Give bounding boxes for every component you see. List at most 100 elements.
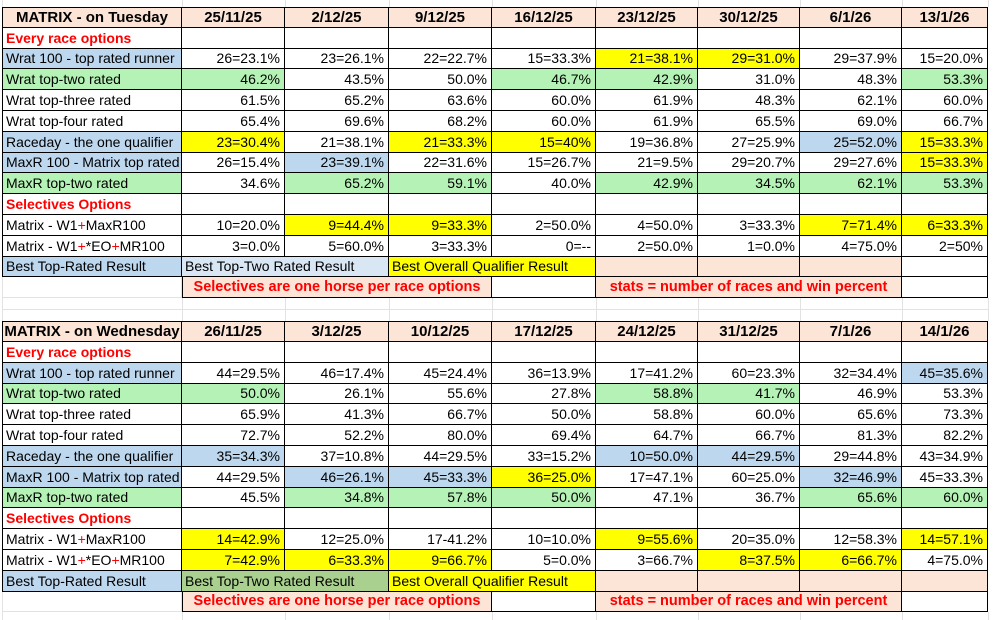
banner-tail-cell[interactable]: [902, 591, 988, 613]
row-label[interactable]: Wrat top-two rated: [2, 69, 182, 91]
row-label[interactable]: Wrat 100 - top rated runner: [2, 362, 182, 384]
value-cell[interactable]: 36.7%: [698, 487, 800, 509]
value-cell[interactable]: 53.3%: [902, 383, 988, 405]
value-cell[interactable]: 72.7%: [182, 425, 285, 446]
row-label[interactable]: Raceday - the one qualifier: [2, 131, 182, 153]
value-cell[interactable]: 58.8%: [596, 404, 698, 426]
value-cell[interactable]: 34.6%: [182, 173, 285, 195]
date-header[interactable]: 17/12/25: [492, 321, 596, 342]
date-header[interactable]: 14/1/26: [902, 321, 988, 342]
value-cell[interactable]: 45=35.6%: [902, 362, 988, 384]
value-cell[interactable]: 5=60.0%: [285, 235, 389, 257]
empty-cell[interactable]: [492, 27, 596, 49]
value-cell[interactable]: 6=33.3%: [285, 549, 389, 571]
empty-cell[interactable]: [698, 508, 800, 530]
value-cell[interactable]: 7=42.9%: [182, 549, 285, 571]
section-label[interactable]: Selectives Options: [2, 508, 182, 530]
value-cell[interactable]: 22=31.6%: [389, 152, 492, 174]
value-cell[interactable]: 3=66.7%: [596, 549, 698, 571]
value-cell[interactable]: 41.3%: [285, 404, 389, 426]
row-label[interactable]: Matrix - W1 + *EO + MR100: [2, 549, 182, 571]
value-cell[interactable]: 25=52.0%: [800, 131, 902, 153]
value-cell[interactable]: 23=30.4%: [182, 131, 285, 153]
date-header[interactable]: 30/12/25: [698, 7, 800, 28]
banner-mid-cell[interactable]: [492, 277, 596, 299]
footer-tail-cell[interactable]: [698, 570, 800, 592]
date-header[interactable]: 9/12/25: [389, 7, 492, 28]
value-cell[interactable]: 50.0%: [492, 487, 596, 509]
value-cell[interactable]: 66.7%: [389, 404, 492, 426]
value-cell[interactable]: 37=10.8%: [285, 445, 389, 467]
footer-best-top-rated[interactable]: Best Top-Rated Result: [2, 570, 182, 592]
row-label[interactable]: Matrix - W1 + MaxR100: [2, 214, 182, 236]
value-cell[interactable]: 5=0.0%: [492, 549, 596, 571]
value-cell[interactable]: 50.0%: [182, 383, 285, 405]
section-label[interactable]: Selectives Options: [2, 194, 182, 215]
value-cell[interactable]: 4=75.0%: [902, 549, 988, 571]
value-cell[interactable]: 60=25.0%: [698, 466, 800, 488]
footer-tail-cell[interactable]: [800, 256, 902, 278]
value-cell[interactable]: 55.6%: [389, 383, 492, 405]
value-cell[interactable]: 22=22.7%: [389, 48, 492, 70]
empty-cell[interactable]: [800, 27, 902, 49]
value-cell[interactable]: 23=26.1%: [285, 48, 389, 70]
value-cell[interactable]: 29=37.9%: [800, 48, 902, 70]
empty-cell[interactable]: [182, 508, 285, 530]
footer-tail-cell[interactable]: [698, 256, 800, 278]
value-cell[interactable]: 60.0%: [492, 90, 596, 111]
value-cell[interactable]: 60.0%: [902, 487, 988, 509]
value-cell[interactable]: 61.5%: [182, 90, 285, 111]
date-header[interactable]: 2/12/25: [285, 7, 389, 28]
empty-cell[interactable]: [902, 508, 988, 530]
banner-stats[interactable]: stats = number of races and win percent: [596, 277, 902, 299]
table-title[interactable]: MATRIX - on Tuesday: [2, 7, 182, 28]
empty-cell[interactable]: [902, 27, 988, 49]
empty-cell[interactable]: [698, 194, 800, 215]
footer-best-top-two[interactable]: Best Top-Two Rated Result: [182, 256, 389, 278]
section-label[interactable]: Every race options: [2, 27, 182, 49]
empty-cell[interactable]: [698, 341, 800, 363]
row-label[interactable]: Wrat top-three rated: [2, 90, 182, 111]
value-cell[interactable]: 44=29.5%: [182, 362, 285, 384]
value-cell[interactable]: 45=33.3%: [389, 466, 492, 488]
footer-best-top-two[interactable]: Best Top-Two Rated Result: [182, 570, 389, 592]
date-header[interactable]: 6/1/26: [800, 7, 902, 28]
empty-cell[interactable]: [902, 194, 988, 215]
value-cell[interactable]: 29=44.8%: [800, 445, 902, 467]
value-cell[interactable]: 36=25.0%: [492, 466, 596, 488]
empty-cell[interactable]: [389, 341, 492, 363]
value-cell[interactable]: 36=13.9%: [492, 362, 596, 384]
value-cell[interactable]: 9=44.4%: [285, 214, 389, 236]
value-cell[interactable]: 27.8%: [492, 383, 596, 405]
empty-cell[interactable]: [182, 194, 285, 215]
value-cell[interactable]: 9=55.6%: [596, 529, 698, 550]
value-cell[interactable]: 10=50.0%: [596, 445, 698, 467]
row-label[interactable]: MaxR top-two rated: [2, 173, 182, 195]
value-cell[interactable]: 14=57.1%: [902, 529, 988, 550]
value-cell[interactable]: 4=75.0%: [800, 235, 902, 257]
value-cell[interactable]: 15=20.0%: [902, 48, 988, 70]
value-cell[interactable]: 46.7%: [492, 69, 596, 91]
value-cell[interactable]: 60.0%: [902, 90, 988, 111]
empty-cell[interactable]: [596, 194, 698, 215]
value-cell[interactable]: 21=38.1%: [285, 131, 389, 153]
value-cell[interactable]: 2=50%: [902, 235, 988, 257]
value-cell[interactable]: 23=39.1%: [285, 152, 389, 174]
value-cell[interactable]: 73.3%: [902, 404, 988, 426]
footer-tail-cell[interactable]: [800, 570, 902, 592]
value-cell[interactable]: 27=25.9%: [698, 131, 800, 153]
row-label[interactable]: Matrix - W1 + *EO + MR100: [2, 235, 182, 257]
banner-selectives[interactable]: Selectives are one horse per race option…: [182, 591, 492, 613]
value-cell[interactable]: 80.0%: [389, 425, 492, 446]
value-cell[interactable]: 15=33.3%: [492, 48, 596, 70]
row-label[interactable]: MaxR 100 - Matrix top rated: [2, 466, 182, 488]
row-label[interactable]: Raceday - the one qualifier: [2, 445, 182, 467]
empty-cell[interactable]: [389, 27, 492, 49]
value-cell[interactable]: 1=0.0%: [698, 235, 800, 257]
empty-cell[interactable]: [596, 27, 698, 49]
value-cell[interactable]: 65.5%: [698, 110, 800, 132]
empty-cell[interactable]: [492, 508, 596, 530]
row-label[interactable]: Wrat 100 - top rated runner: [2, 48, 182, 70]
row-label[interactable]: Wrat top-four rated: [2, 425, 182, 446]
value-cell[interactable]: 64.7%: [596, 425, 698, 446]
